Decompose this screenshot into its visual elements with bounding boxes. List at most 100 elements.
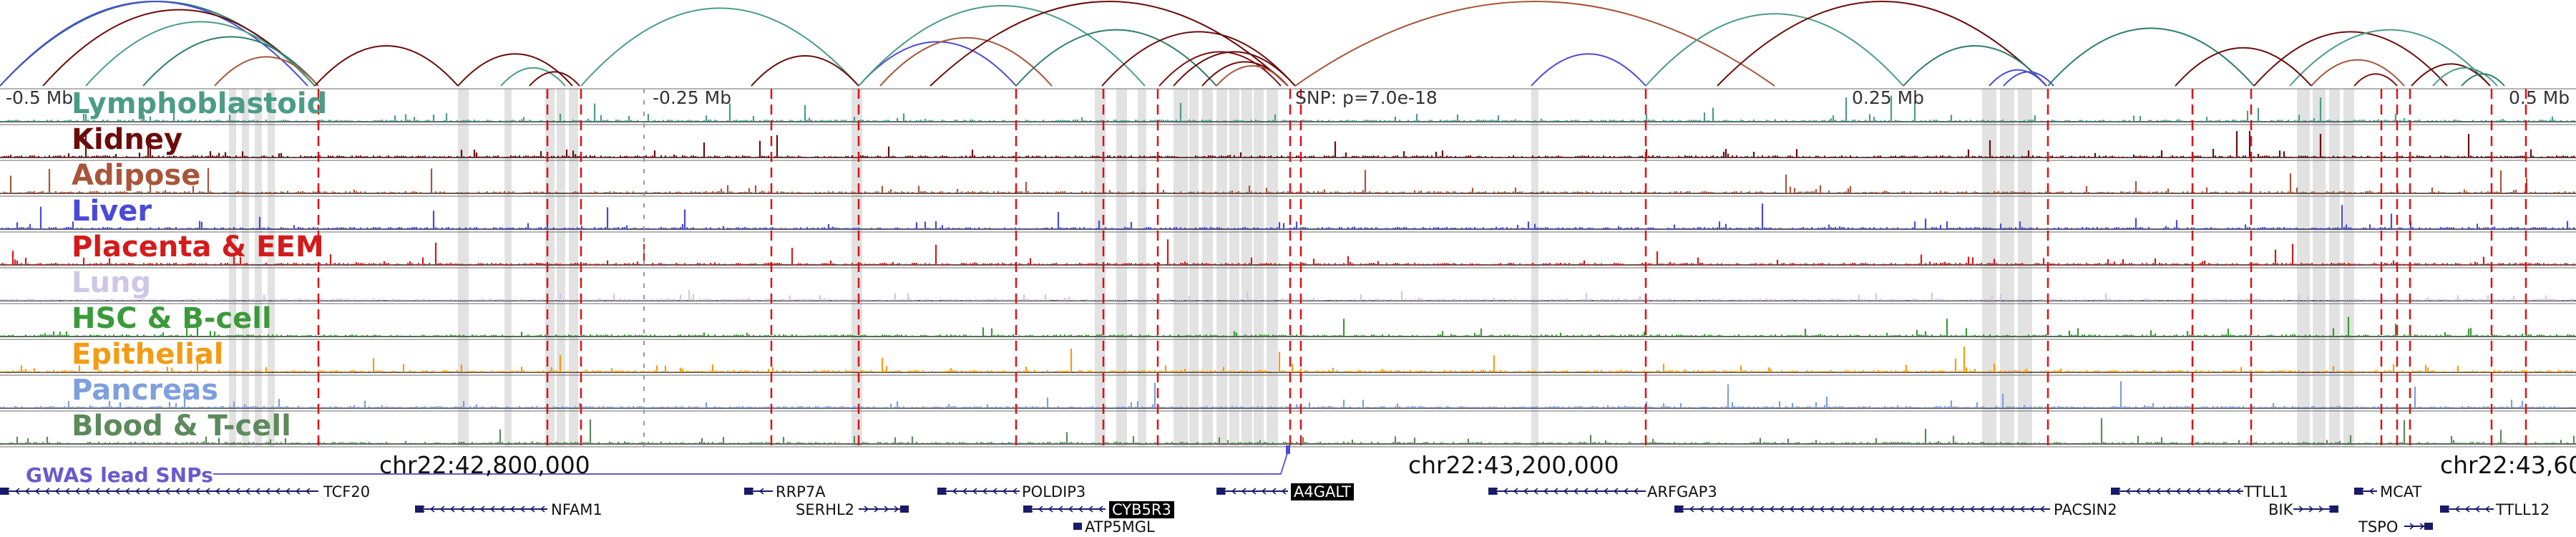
gene-exon: [2111, 488, 2119, 495]
strand-arrow: [1553, 488, 1558, 495]
chromatin-loop-arc: [1645, 13, 1904, 87]
strand-arrow: [275, 488, 280, 495]
strand-arrow: [530, 505, 535, 513]
strand-arrow: [285, 488, 291, 495]
gene-label-arfgap3: ARFGAP3: [1647, 483, 1717, 500]
track-label-kidney: Kidney: [72, 123, 183, 156]
strand-arrow: [972, 488, 977, 495]
strand-arrow: [54, 488, 60, 495]
chromatin-loop-arc: [85, 21, 316, 87]
chromatin-loop-arc: [1717, 1, 2047, 87]
gene-label-mcat: MCAT: [2380, 483, 2422, 500]
gwas-snp-marker: [1286, 445, 1290, 454]
strand-arrow: [2125, 488, 2131, 495]
strand-arrow: [1929, 505, 1935, 513]
gene-label-tcf20: TCF20: [323, 483, 371, 500]
strand-arrow: [1593, 488, 1599, 495]
strand-arrow: [2225, 488, 2231, 495]
strand-arrow: [894, 505, 899, 513]
chrom-coordinate-2: chr22:43,200,000: [1408, 451, 1619, 479]
signal-peaks: [0, 239, 2575, 265]
strand-arrow: [2029, 505, 2035, 513]
strand-arrow: [1633, 488, 1639, 495]
chromatin-loop-arc: [751, 55, 859, 87]
strand-arrow: [1038, 505, 1043, 513]
chromatin-loop-arc: [2311, 59, 2405, 87]
chromatin-loop-arc: [1903, 45, 2047, 87]
signal-peaks: [0, 381, 2575, 408]
signal-peaks: [0, 316, 2575, 337]
track-label-placenta: Placenta & EEM: [72, 231, 324, 263]
strand-arrow: [1719, 505, 1724, 513]
strand-arrow: [1623, 488, 1629, 495]
strand-arrow: [2464, 505, 2470, 513]
track-label-adipose: Adipose: [72, 159, 201, 192]
chromatin-loop-arc: [2461, 73, 2505, 87]
strand-arrow: [1939, 505, 1945, 513]
chromatin-loop-arc: [580, 7, 859, 87]
track-blood: [0, 410, 2576, 445]
gene-pacsin2: [1674, 505, 2050, 513]
strand-arrow: [449, 505, 455, 513]
strand-arrow: [225, 488, 230, 495]
strand-arrow: [1729, 505, 1735, 513]
strand-arrow: [1689, 505, 1694, 513]
strand-arrow: [1231, 488, 1236, 495]
chromatin-loop-arc: [879, 37, 1053, 87]
track-liver: [0, 195, 2576, 230]
gene-label-a4galt: A4GALT: [1291, 483, 1355, 500]
chromatin-loop-arc: [142, 36, 319, 87]
gene-label-poldip3: POLDIP3: [1022, 483, 1086, 500]
strand-arrow: [185, 488, 190, 495]
strand-arrow: [2474, 505, 2480, 513]
strand-arrow: [2039, 505, 2045, 513]
track-label-epithelial: Epithelial: [72, 338, 224, 371]
signal-peaks: [0, 203, 2575, 229]
track-label-lymphoblastoid: Lymphoblastoid: [72, 87, 328, 120]
strand-arrow: [2235, 488, 2241, 495]
gene-exon: [744, 488, 753, 495]
strand-arrow: [2155, 488, 2161, 495]
strand-arrow: [509, 505, 515, 513]
gene-exon: [1073, 523, 1082, 530]
strand-arrow: [165, 488, 170, 495]
strand-arrow: [1979, 505, 1985, 513]
strand-arrow: [1989, 505, 1995, 513]
chromatin-loop-arc: [214, 56, 319, 87]
strand-arrow: [1959, 505, 1965, 513]
strand-arrow: [499, 505, 505, 513]
strand-arrow: [1769, 505, 1775, 513]
strand-arrow: [2145, 488, 2151, 495]
strand-arrow: [1543, 488, 1548, 495]
strand-arrow: [2298, 505, 2304, 513]
strand-arrow: [2318, 505, 2324, 513]
strand-arrow: [1909, 505, 1915, 513]
strand-arrow: [1849, 505, 1855, 513]
strand-arrow: [1759, 505, 1765, 513]
strand-arrow: [962, 488, 967, 495]
ruler-plus-0-5mb: 0.5 Mb: [2509, 87, 2570, 108]
strand-arrow: [1869, 505, 1875, 513]
strand-arrow: [2419, 523, 2425, 530]
track-hsc: [0, 303, 2576, 337]
strand-arrow: [1573, 488, 1579, 495]
strand-arrow: [245, 488, 250, 495]
gene-poldip3: [937, 488, 1020, 495]
gene-exon: [2330, 505, 2338, 513]
strand-arrow: [175, 488, 180, 495]
strand-arrow: [1563, 488, 1568, 495]
strand-arrow: [195, 488, 200, 495]
gene-label-rrp7a: RRP7A: [776, 483, 826, 500]
strand-arrow: [2205, 488, 2211, 495]
gene-rrp7a: [744, 488, 773, 495]
strand-arrow: [1078, 505, 1083, 513]
gene-ttll12: [2440, 505, 2494, 513]
strand-arrow: [1058, 505, 1063, 513]
chromatin-loop-arc: [1294, 1, 1775, 87]
gene-exon: [937, 488, 946, 495]
strand-arrow: [1261, 488, 1267, 495]
gene-exon: [900, 505, 909, 513]
strand-arrow: [1699, 505, 1704, 513]
strand-arrow: [1969, 505, 1975, 513]
